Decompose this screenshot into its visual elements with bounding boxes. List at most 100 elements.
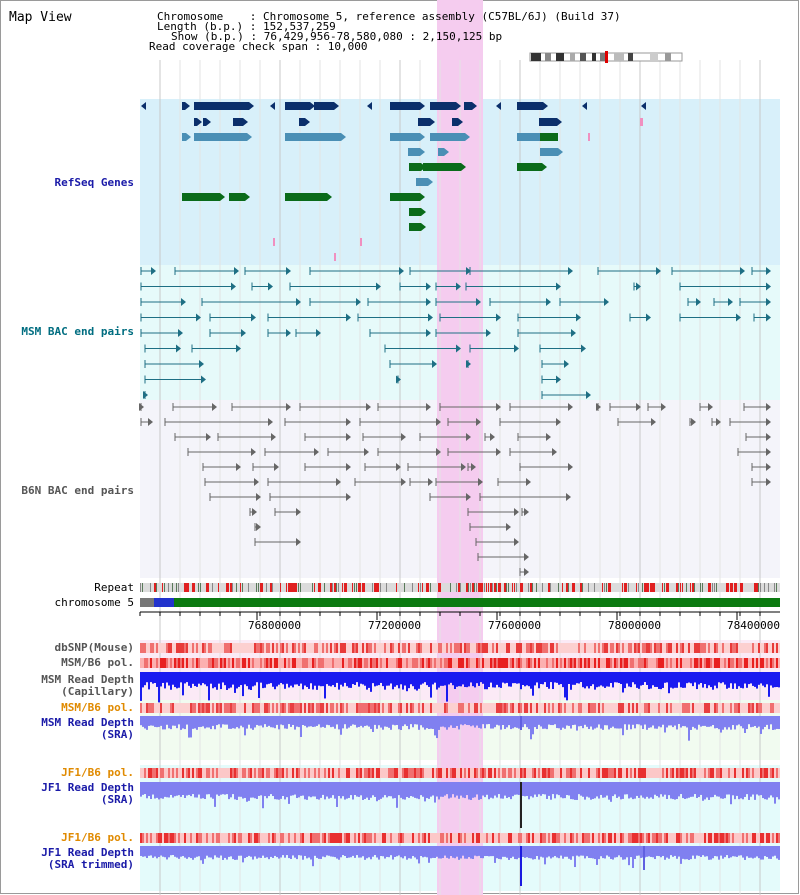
track-label-refseq[interactable]: RefSeq Genes (54, 176, 134, 189)
msm-pol-strip-1 (266, 658, 268, 668)
pink-marker (360, 238, 362, 246)
dbsnp-strip (516, 643, 518, 653)
dbsnp-strip (208, 643, 210, 653)
jf1-depth-sra (354, 782, 356, 795)
msm-depth-sra (522, 716, 524, 728)
jf1-pol-strip-2 (320, 833, 322, 843)
jf1-pol-strip-2 (492, 833, 494, 843)
jf1-depth-trim (770, 846, 772, 859)
msm-depth-capillary (464, 672, 466, 688)
dbsnp-strip (344, 643, 346, 653)
jf1-pol-strip-1 (162, 768, 164, 778)
msm-pol-strip-2 (392, 703, 394, 713)
dbsnp-strip (146, 643, 148, 653)
jf1-pol-strip-2 (718, 833, 720, 843)
jf1-depth-trim (364, 846, 366, 860)
jf1-depth-trim (580, 846, 582, 856)
repeat-element (642, 583, 643, 592)
repeat-element (582, 583, 583, 592)
msm-pol-strip-1 (382, 658, 384, 668)
msm-depth-sra (402, 716, 404, 727)
msm-depth-sra (654, 716, 656, 729)
msm-pol-strip-1 (148, 658, 150, 668)
jf1-pol-strip-1 (752, 768, 754, 778)
msm-depth-capillary (230, 672, 232, 688)
repeat-element (280, 583, 281, 592)
msm-depth-capillary (178, 672, 180, 688)
bac-end-marker (514, 508, 519, 516)
dbsnp-strip (284, 643, 286, 653)
dbsnp-strip (638, 643, 640, 653)
track-label-msm-bac[interactable]: MSM BAC end pairs (21, 325, 134, 338)
msm-pol-strip-1 (152, 658, 154, 668)
jf1-depth-sra (164, 782, 166, 797)
msm-pol-strip-2 (758, 703, 760, 713)
jf1-depth-sra (444, 782, 446, 796)
msm-depth-capillary (336, 672, 338, 683)
jf1-depth-sra (466, 782, 468, 796)
jf1-depth-trim (620, 846, 622, 858)
refseq-gene (409, 163, 421, 171)
msm-depth-capillary (600, 672, 602, 686)
jf1-pol-strip-2 (296, 833, 298, 843)
jf1-depth-sra (672, 782, 674, 800)
jf1-pol-strip-2 (268, 833, 270, 843)
msm-pol-strip-1 (612, 658, 614, 668)
repeat-element (172, 583, 173, 592)
repeat-element (606, 583, 607, 592)
msm-depth-capillary (540, 672, 542, 685)
msm-pol-strip-2 (256, 703, 258, 713)
msm-pol-strip-1 (328, 658, 330, 668)
dbsnp-strip (704, 643, 706, 653)
msm-depth-sra (714, 716, 716, 729)
jf1-depth-sra (600, 782, 602, 795)
msm-pol-strip-2 (684, 703, 686, 713)
track-label-b6n-bac[interactable]: B6N BAC end pairs (21, 484, 134, 497)
jf1-depth-sra (558, 782, 560, 796)
dbsnp-strip (318, 643, 320, 653)
repeat-element (294, 583, 297, 592)
jf1-pol-strip-2 (164, 833, 166, 843)
msm-pol-strip-1 (282, 658, 284, 668)
jf1-depth-sra (436, 782, 438, 797)
jf1-pol-strip-1 (528, 768, 530, 778)
jf1-pol-strip-2 (210, 833, 212, 843)
msm-depth-capillary (342, 672, 344, 687)
jf1-pol-strip-2 (326, 833, 328, 843)
repeat-element (484, 583, 485, 592)
msm-pol-strip-2 (194, 703, 196, 713)
jf1-pol-strip-2 (384, 833, 386, 843)
msm-pol-strip-1 (664, 658, 666, 668)
repeat-element (176, 583, 177, 592)
msm-depth-sra (606, 716, 608, 726)
dbsnp-strip (502, 643, 504, 653)
jf1-depth-sra (690, 782, 692, 797)
msm-depth-capillary (686, 672, 688, 684)
msm-depth-sra (268, 716, 270, 726)
jf1-pol-strip-1 (412, 768, 414, 778)
dbsnp-strip (552, 643, 554, 653)
dbsnp-strip (520, 643, 522, 653)
jf1-pol-strip-1 (628, 768, 630, 778)
msm-pol-strip-1 (392, 658, 394, 668)
jf1-depth-trim (778, 846, 780, 860)
msm-pol-strip-1 (642, 658, 644, 668)
jf1-pol-strip-2 (610, 833, 612, 843)
jf1-pol-strip-1 (174, 768, 176, 778)
msm-depth-sra (430, 716, 432, 729)
jf1-depth-sra (302, 782, 304, 796)
jf1-pol-strip-1 (216, 768, 218, 778)
msm-pol-strip-2 (668, 703, 670, 713)
msm-pol-strip-2 (486, 703, 488, 713)
msm-pol-strip-2 (586, 703, 588, 713)
jf1-depth-trim (638, 846, 640, 856)
msm-pol-strip-2 (632, 703, 634, 713)
bac-end-marker (346, 433, 351, 441)
dbsnp-strip (212, 643, 214, 653)
msm-pol-strip-2 (524, 703, 526, 713)
bac-end-marker (596, 403, 601, 411)
msm-depth-sra (322, 716, 324, 727)
jf1-pol-strip-2 (214, 833, 216, 843)
msm-depth-capillary (222, 672, 224, 683)
